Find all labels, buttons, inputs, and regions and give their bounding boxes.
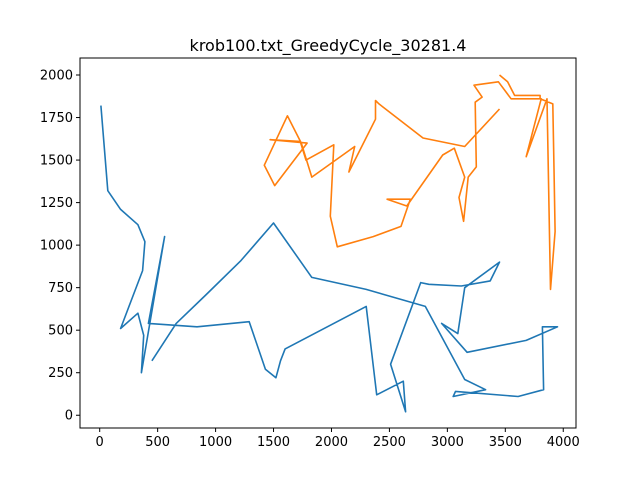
x-tick-label: 3500: [489, 435, 522, 450]
y-axis: 0 250 500 750 1000 1250 1500 1750 2000: [40, 69, 80, 424]
y-tick-label: 1500: [40, 154, 73, 169]
x-tick-label: 3000: [431, 435, 464, 450]
series-line-2: [263, 74, 556, 291]
y-tick-label: 1000: [40, 239, 73, 254]
x-axis: 0 500 1000 1500 2000 2500 3000 3500 4000: [96, 428, 580, 450]
y-tick-label: 1750: [40, 111, 73, 126]
series-layer: [100, 74, 559, 413]
x-tick-label: 0: [96, 435, 104, 450]
y-tick-label: 250: [48, 366, 73, 381]
x-tick-label: 500: [145, 435, 170, 450]
chart-title: krob100.txt_GreedyCycle_30281.4: [190, 36, 467, 56]
y-tick-label: 2000: [40, 69, 73, 84]
y-tick-label: 0: [65, 409, 73, 424]
y-tick-label: 1250: [40, 196, 73, 211]
series-line-1: [100, 105, 559, 413]
x-tick-label: 2500: [373, 435, 406, 450]
x-tick-label: 4000: [547, 435, 580, 450]
plot-frame: [79, 57, 577, 429]
y-tick-label: 750: [48, 281, 73, 296]
x-tick-label: 2000: [315, 435, 348, 450]
x-tick-label: 1500: [257, 435, 290, 450]
x-tick-label: 1000: [199, 435, 232, 450]
y-tick-label: 500: [48, 324, 73, 339]
